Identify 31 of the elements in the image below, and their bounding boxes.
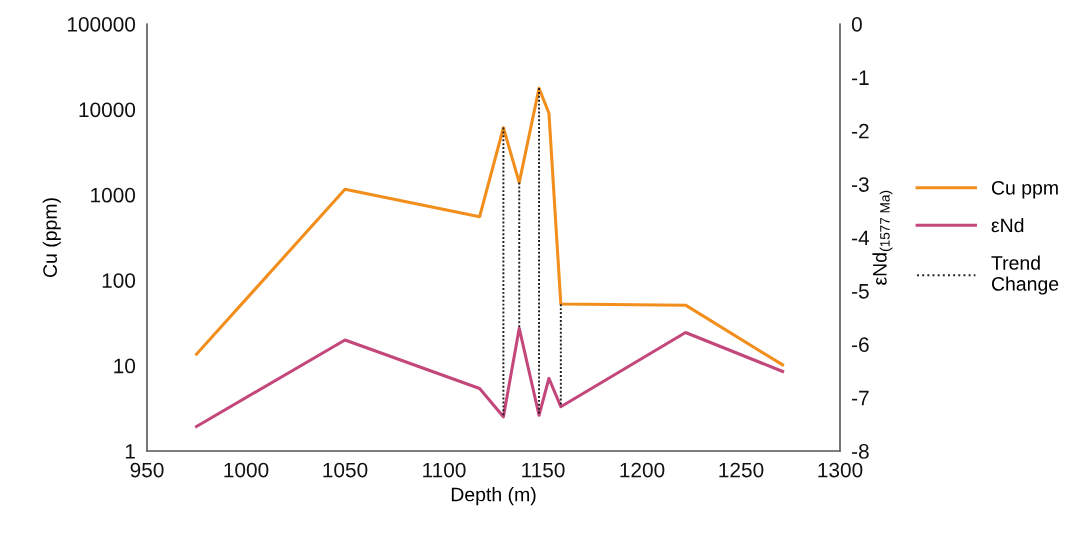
y2-tick-label: 0 <box>851 17 862 32</box>
y2-tick-label: -7 <box>852 390 869 406</box>
y2-tick-label: -1 <box>852 70 869 85</box>
y-axis-title: Cu (ppm) <box>42 198 61 278</box>
x-tick-label: 950 <box>130 462 164 478</box>
y2-tick-label: -3 <box>852 177 869 192</box>
y-tick-label: 100000 <box>67 17 136 32</box>
x-tick-label: 1050 <box>323 462 368 478</box>
x-tick-label: 1100 <box>423 462 466 478</box>
y-tick-label: 1 <box>125 444 135 459</box>
y-tick-label: 100 <box>102 273 136 288</box>
y-tick-label: 10000 <box>79 102 136 118</box>
line-series <box>194 326 785 428</box>
legend-label: Cu ppm <box>991 180 1058 199</box>
x-tick-label: 1000 <box>224 462 269 478</box>
y-tick-label: 10 <box>114 358 136 374</box>
x-tick-label: 1200 <box>620 462 665 478</box>
y2-tick-label: -6 <box>852 337 869 352</box>
x-tick-label: 1300 <box>818 462 863 478</box>
y2-tick-label: -2 <box>852 123 869 139</box>
y-tick-label: 1000 <box>91 187 136 203</box>
y2-tick-label: -4 <box>852 230 870 246</box>
y2-tick-label: -5 <box>852 284 869 299</box>
line-series <box>194 86 785 367</box>
legend-label: εNd <box>991 217 1024 233</box>
x-axis-title: Depth (m) <box>451 487 536 506</box>
y2-tick-label: -8 <box>852 444 869 459</box>
x-tick-label: 1150 <box>522 462 565 478</box>
y2-axis-title: εNd$_{(1577 Ma)}$ <box>872 190 893 285</box>
legend-label: Trend Change <box>991 255 1059 295</box>
x-tick-label: 1250 <box>719 462 764 478</box>
